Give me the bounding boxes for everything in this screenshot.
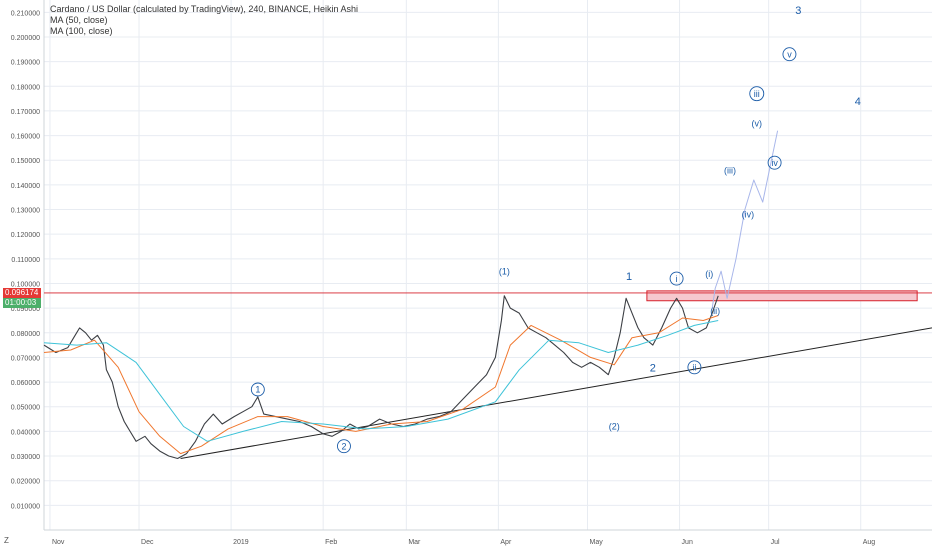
wave-label-circle	[250, 382, 265, 397]
x-tick-label: 2019	[233, 539, 249, 546]
axes: 0.010000 0.020000 0.030000 0.040000 0.050000…	[11, 0, 932, 546]
y-tick-label: 0.040000	[11, 429, 40, 436]
y-tick-label: 0.070000	[11, 355, 40, 362]
trendline	[180, 327, 932, 459]
current-price-tag: 0.096174	[3, 287, 41, 298]
x-tick-label: Apr	[500, 539, 512, 546]
x-tick-label: May	[589, 539, 603, 546]
y-tick-label: 0.170000	[11, 109, 40, 116]
y-tick-label: 0.010000	[11, 503, 40, 510]
wave-label-circle	[749, 86, 765, 102]
wave-label-circle	[767, 155, 782, 170]
projection-line	[711, 130, 779, 309]
y-tick-label: 0.030000	[11, 454, 40, 461]
y-tick-label: 0.090000	[11, 306, 40, 313]
price-line	[43, 295, 719, 460]
x-tick-label: Jun	[682, 539, 693, 546]
wave-label: ii	[692, 363, 696, 373]
y-tick-label: 0.200000	[11, 35, 40, 42]
x-tick-label: Feb	[325, 539, 337, 546]
wave-label: v	[787, 49, 792, 59]
countdown-tag: 01:00:03	[3, 297, 41, 308]
ma100-line	[43, 320, 719, 442]
zoom-reset-button[interactable]: Z	[4, 536, 9, 545]
wave-label: 2	[650, 362, 656, 374]
price-series	[43, 130, 779, 460]
wave-label: 1	[255, 385, 260, 395]
x-tick-label: Dec	[141, 539, 154, 546]
wave-label-circle	[669, 271, 684, 286]
wave-label: iii	[754, 89, 760, 99]
wave-label-circle	[337, 439, 351, 454]
x-tick-label: Nov	[52, 539, 65, 546]
x-tick-label: Jul	[771, 539, 780, 546]
wave-label: (i)	[705, 269, 713, 279]
resistance-zone	[44, 290, 932, 302]
ma50-legend: MA (50, close)	[50, 15, 108, 25]
wave-label: (ii)	[710, 306, 720, 316]
x-tick-label: Aug	[863, 539, 876, 546]
wave-label-circle	[782, 47, 797, 62]
y-tick-label: 0.140000	[11, 183, 40, 190]
y-tick-label: 0.180000	[11, 84, 40, 91]
y-tick-label: 0.130000	[11, 208, 40, 215]
x-tick-label: Mar	[408, 539, 421, 546]
wave-label: (iii)	[724, 165, 736, 175]
ma100-legend: MA (100, close)	[50, 26, 113, 36]
y-tick-label: 0.210000	[11, 10, 40, 17]
wave-label: (v)	[752, 118, 763, 128]
y-tick-label: 0.020000	[11, 479, 40, 486]
y-tick-label: 0.110000	[11, 257, 40, 264]
y-tick-label: 0.060000	[11, 380, 40, 387]
wave-label: 2	[341, 441, 346, 451]
y-tick-label: 0.120000	[11, 232, 40, 239]
y-tick-label: 0.150000	[11, 158, 40, 165]
y-tick-label: 0.100000	[11, 281, 40, 288]
y-tick-label: 0.080000	[11, 331, 40, 338]
wave-label: 1	[626, 271, 632, 283]
grid	[44, 0, 932, 530]
wave-label: i	[676, 274, 678, 284]
wave-label-circle	[687, 360, 702, 375]
ma50-line	[43, 315, 719, 455]
wave-labels: 1 2 (1) (2) 1 2 i (i) (ii) ii (iii) (iv) (v) iii iv v 3 4	[250, 5, 861, 454]
y-tick-label: 0.050000	[11, 405, 40, 412]
y-tick-label: 0.160000	[11, 134, 40, 141]
wave-label: (2)	[609, 422, 620, 432]
wave-label: 3	[795, 5, 801, 17]
support-trendline	[180, 327, 932, 459]
chart-legend: Cardano / US Dollar (calculated by Tradi…	[50, 4, 358, 37]
wave-label: (iv)	[742, 210, 755, 220]
wave-label: (1)	[499, 266, 510, 276]
wave-label: 4	[855, 96, 861, 108]
resistance-rect	[646, 290, 918, 302]
symbol-title: Cardano / US Dollar (calculated by Tradi…	[50, 4, 358, 14]
wave-label: iv	[771, 158, 778, 168]
y-tick-label: 0.190000	[11, 60, 40, 67]
